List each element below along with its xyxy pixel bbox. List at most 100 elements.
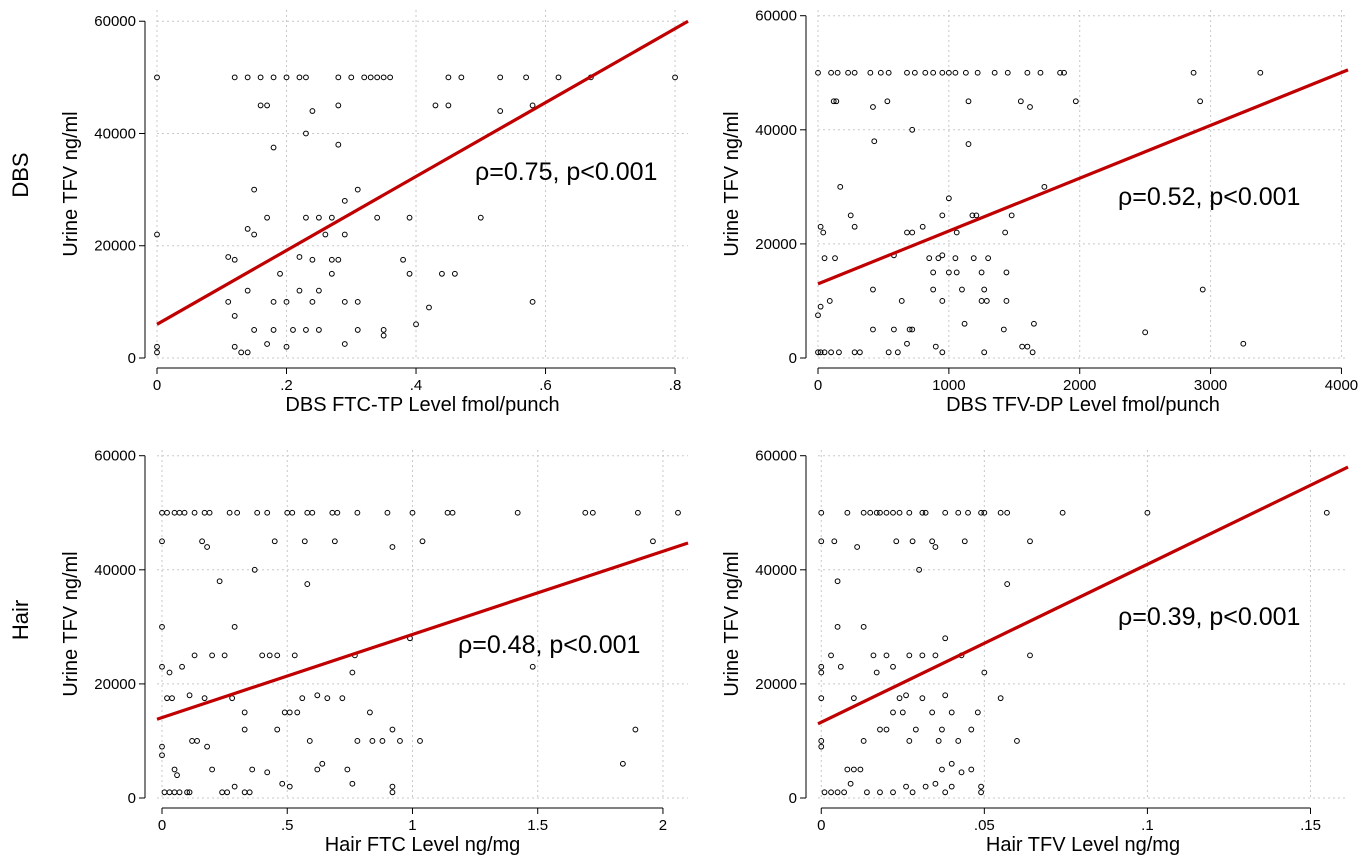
- data-point: [890, 709, 896, 716]
- data-point: [191, 652, 198, 659]
- data-point: [818, 695, 825, 702]
- data-point: [274, 726, 281, 733]
- data-point: [406, 270, 413, 277]
- data-point: [169, 695, 175, 702]
- data-point: [818, 538, 825, 545]
- data-point: [948, 709, 955, 716]
- data-point: [978, 789, 984, 796]
- data-point: [249, 766, 256, 773]
- data-point: [847, 780, 854, 787]
- data-point: [916, 566, 923, 573]
- y-tick-label: 20000: [94, 238, 136, 255]
- data-point: [523, 74, 530, 81]
- data-point: [844, 509, 851, 516]
- data-point: [904, 69, 910, 76]
- data-point: [815, 349, 821, 356]
- data-point: [955, 738, 962, 744]
- data-point: [832, 255, 838, 262]
- data-point: [348, 74, 355, 81]
- y-tick-label: 0: [789, 790, 797, 807]
- data-point: [632, 726, 639, 733]
- data-point: [877, 69, 884, 76]
- data-point: [241, 789, 248, 796]
- data-point: [815, 69, 821, 76]
- y-axis-title: Urine TFV ng/ml: [721, 111, 743, 256]
- y-tick-label: 0: [128, 350, 136, 367]
- data-point: [939, 298, 946, 304]
- data-point: [898, 298, 905, 304]
- data-point: [204, 743, 210, 750]
- data-point: [864, 789, 870, 796]
- data-point: [919, 695, 926, 702]
- data-point: [589, 509, 596, 516]
- data-point: [439, 270, 445, 277]
- data-point: [341, 341, 348, 347]
- data-point: [379, 738, 386, 744]
- data-point: [354, 298, 361, 305]
- data-point: [246, 789, 253, 796]
- data-point: [817, 223, 824, 230]
- data-point: [314, 766, 321, 773]
- data-point: [349, 669, 356, 676]
- y-tick-label: 40000: [755, 562, 797, 579]
- data-point: [831, 538, 838, 545]
- data-point: [932, 544, 939, 550]
- data-point: [817, 303, 824, 310]
- data-point: [186, 692, 193, 699]
- data-point: [828, 789, 834, 796]
- data-point: [942, 635, 949, 642]
- data-point: [296, 287, 303, 294]
- data-point: [389, 783, 396, 790]
- fit-line: [817, 68, 1349, 286]
- data-point: [978, 298, 985, 304]
- data-point: [890, 509, 896, 516]
- data-point: [341, 197, 348, 204]
- data-point: [948, 783, 955, 790]
- data-point: [251, 327, 258, 333]
- data-point: [1199, 286, 1206, 293]
- data-point: [264, 509, 271, 516]
- data-point: [354, 509, 361, 516]
- data-point: [154, 74, 160, 81]
- x-tick-label: .2: [280, 377, 293, 394]
- x-tick-label: 1000: [932, 377, 965, 394]
- data-point: [264, 214, 270, 221]
- data-point: [845, 69, 851, 76]
- data-point: [303, 214, 309, 221]
- data-point: [283, 74, 290, 81]
- data-point: [873, 509, 880, 516]
- data-point: [961, 538, 968, 545]
- data-point: [903, 783, 909, 790]
- data-point: [860, 738, 867, 744]
- data-point: [912, 726, 919, 733]
- data-point: [930, 286, 937, 293]
- data-point: [159, 663, 165, 670]
- data-point: [286, 709, 293, 716]
- data-point: [279, 780, 286, 787]
- data-point: [885, 349, 892, 356]
- data-point: [159, 743, 165, 750]
- data-point: [409, 509, 416, 516]
- data-point: [672, 74, 678, 81]
- data-point: [891, 326, 897, 333]
- data-point: [296, 254, 303, 260]
- data-point: [384, 509, 391, 516]
- data-point: [877, 726, 883, 733]
- data-point: [259, 652, 266, 659]
- scatter-panel-dbs-ftc: 0 20000 40000 60000 0 .2 .4 .6 .8 DBS FTC-TP Leve…: [60, 10, 689, 416]
- data-point: [1002, 229, 1009, 236]
- data-point: [241, 709, 248, 716]
- data-point: [334, 509, 341, 516]
- scatter-panel-dbs-tfv: 0 20000 40000 60000 0 1000 2000 3000 4000 DBS TFV…: [721, 8, 1358, 416]
- correlation-annotation: ρ=0.75, p<0.001: [475, 158, 657, 186]
- data-point: [935, 738, 942, 744]
- data-point: [309, 298, 316, 305]
- data-point: [458, 74, 465, 81]
- data-point: [529, 102, 536, 109]
- data-point: [939, 69, 946, 76]
- x-tick-label: 0: [153, 377, 161, 394]
- data-point: [860, 623, 867, 630]
- x-tick-label: .1: [1141, 817, 1154, 834]
- data-point: [1072, 98, 1079, 105]
